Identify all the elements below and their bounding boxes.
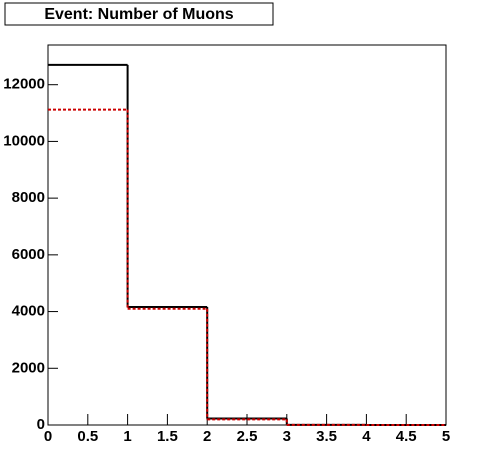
y-tick-label: 12000 [3,76,45,93]
y-tick-label: 6000 [12,246,45,263]
x-tick-label: 5 [442,428,450,445]
y-tick-label: 4000 [12,303,45,320]
title-box [4,2,274,26]
x-tick-label: 0 [44,428,52,445]
x-tick-label: 1 [123,428,131,445]
x-tick-label: 2 [203,428,211,445]
x-tick-label: 2.5 [237,428,258,445]
y-tick-label: 0 [37,416,45,433]
x-tick-label: 3 [283,428,291,445]
x-tick-label: 4 [362,428,371,445]
y-tick-label: 8000 [12,189,45,206]
y-tick-label: 2000 [12,359,45,376]
x-tick-label: 4.5 [396,428,417,445]
chart-title: Event: Number of Muons [44,6,233,23]
x-tick-label: 3.5 [316,428,337,445]
x-tick-label: 1.5 [157,428,178,445]
y-tick-label: 10000 [3,132,45,149]
x-tick-label: 0.5 [77,428,98,445]
plot-frame [47,44,447,426]
